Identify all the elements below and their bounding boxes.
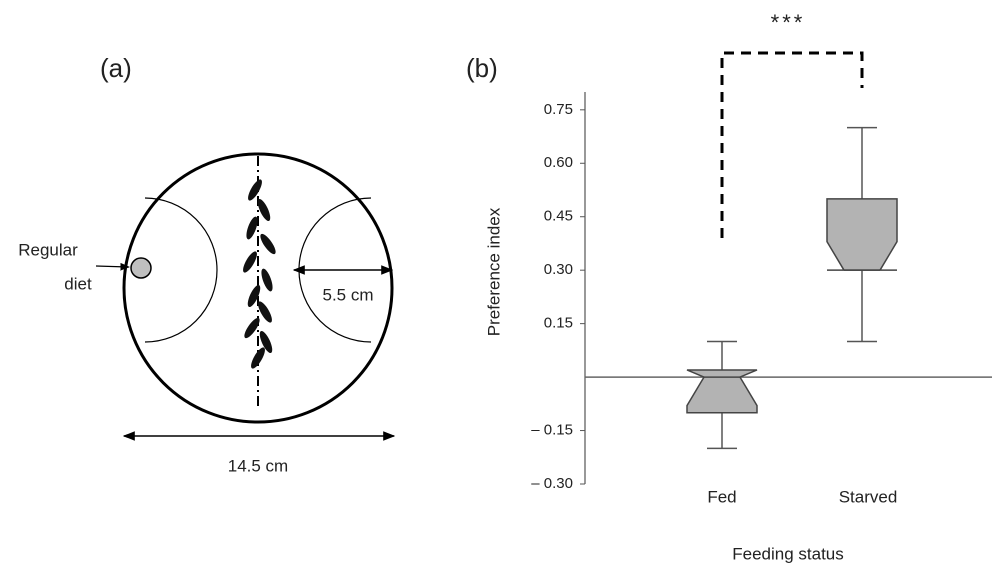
food-arrow	[95, 262, 130, 271]
x-tick-label: Starved	[839, 487, 898, 506]
y-axis-label: Preference index	[484, 207, 503, 336]
food-label: Regular	[18, 240, 78, 259]
y-tick-label: – 0.30	[531, 475, 573, 492]
x-axis-label: Feeding status	[732, 544, 844, 563]
x-tick-label: Fed	[707, 487, 736, 506]
arena-diagram: (a) Regular diet 5.5 cm 14.5 cm	[18, 53, 396, 475]
y-tick-label: 0.45	[544, 208, 573, 225]
food-label: diet	[64, 274, 92, 293]
y-tick-label: 0.60	[544, 154, 573, 171]
left-zone	[144, 197, 218, 343]
y-tick-label: 0.75	[544, 101, 573, 118]
box-chart: (b) *** Preference index Feeding status …	[466, 10, 992, 563]
food-spot	[130, 257, 152, 279]
significance: ***	[771, 10, 806, 35]
diameter-label: 14.5 cm	[228, 456, 288, 475]
y-tick-label: – 0.15	[531, 422, 573, 439]
y-tick-label: 0.30	[544, 261, 573, 278]
panel-label: (a)	[100, 53, 132, 83]
radius-label: 5.5 cm	[322, 285, 373, 304]
panel-label: (b)	[466, 53, 498, 83]
significance-bracket	[720, 51, 864, 238]
box	[686, 369, 758, 414]
box	[826, 198, 898, 271]
y-tick-label: 0.15	[544, 315, 573, 332]
insects	[243, 179, 276, 369]
arena	[122, 152, 394, 424]
